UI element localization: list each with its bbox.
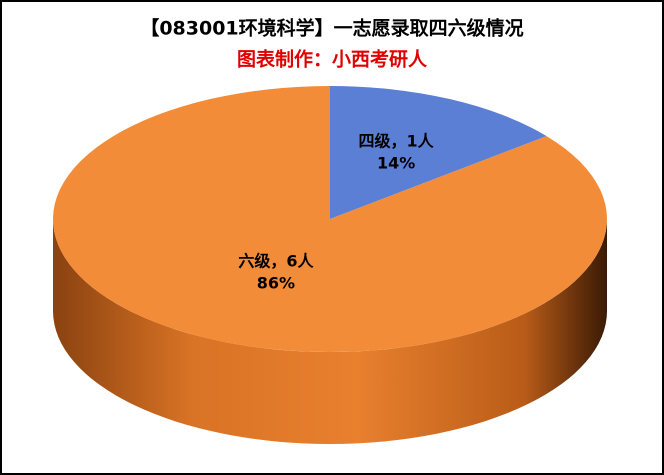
- pie: 四级，1人 14% 六级，6人 86%: [52, 86, 608, 444]
- pie-side: [53, 219, 607, 444]
- percent-label: 86%: [257, 273, 295, 292]
- data-label: 六级，6人: [238, 251, 314, 270]
- pie-slice: [330, 86, 547, 219]
- chart-subtitle: 图表制作：小西考研人: [237, 48, 428, 71]
- percent-label: 14%: [377, 154, 415, 173]
- pie-slice: [52, 86, 608, 352]
- chart-title: 【083001环境科学】一志愿录取四六级情况: [140, 17, 523, 40]
- data-label: 四级，1人: [359, 132, 435, 151]
